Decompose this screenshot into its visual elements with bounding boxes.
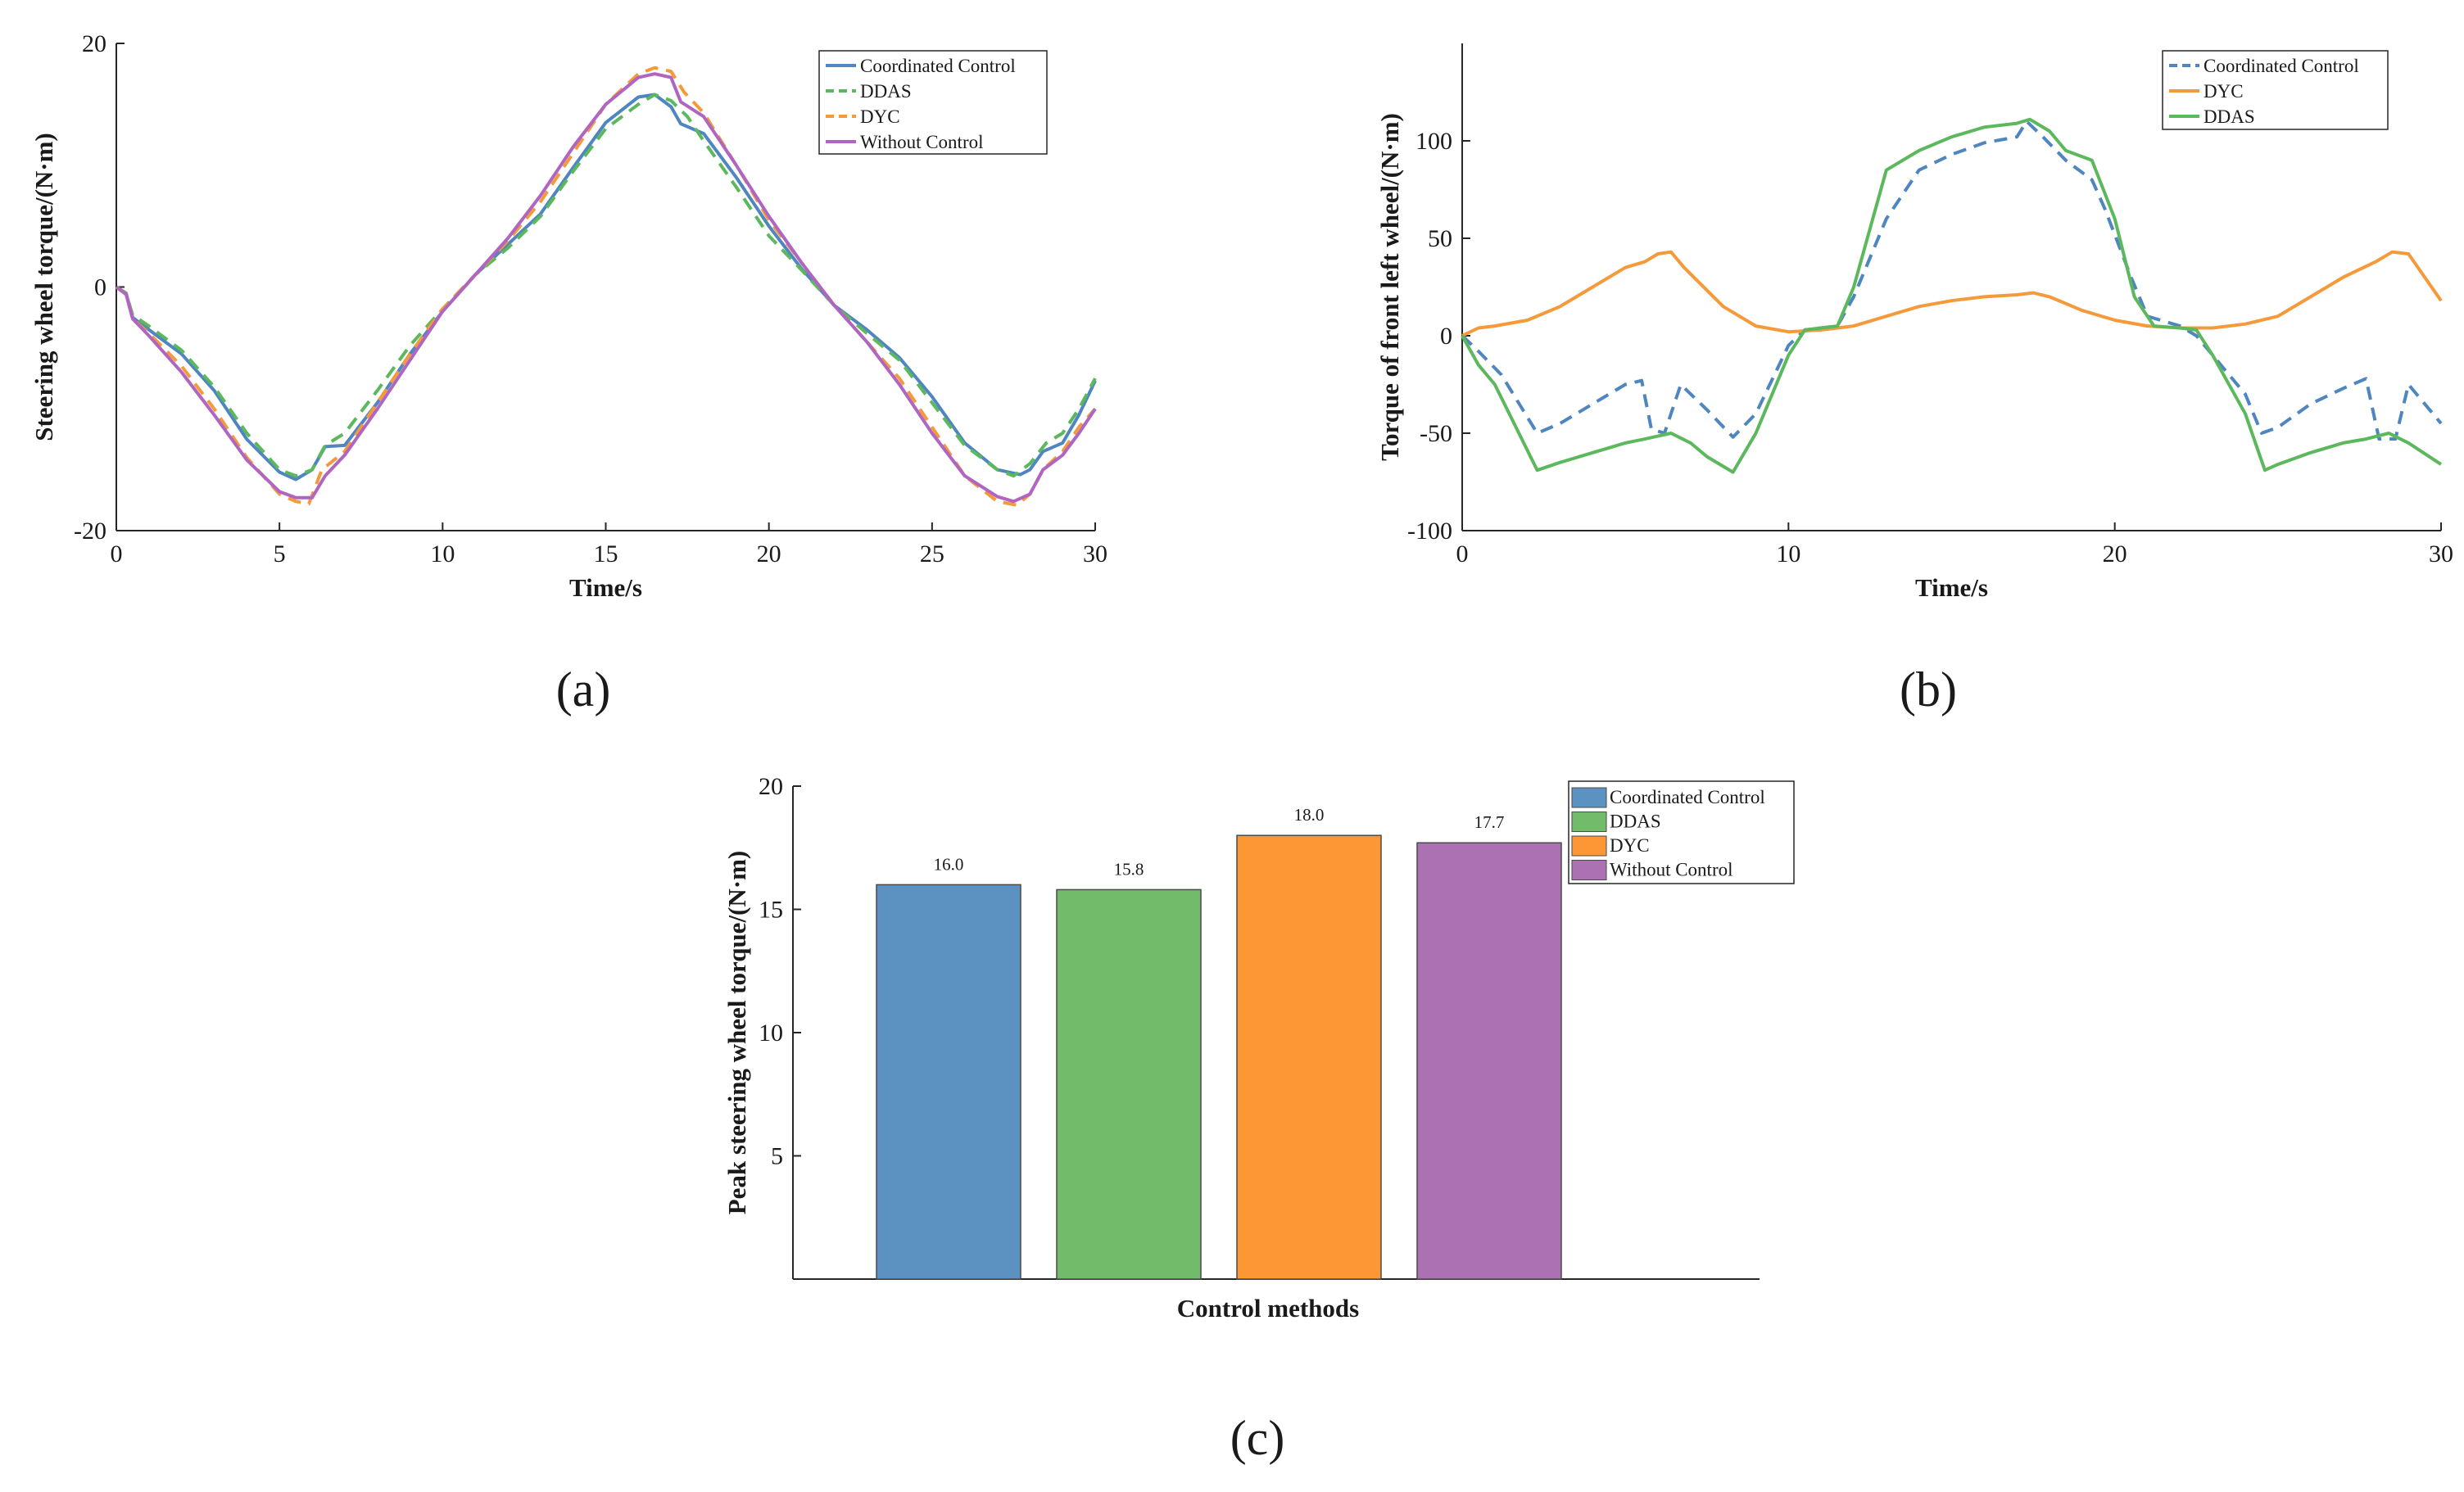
y-tick-label: 20 [82,30,106,57]
y-tick-label: 0 [1440,323,1452,350]
x-tick-label: 15 [594,540,618,567]
chart-b: 0 10 20 30 -100 -50 0 50 100 Time/s Torque of fron… [1375,43,2453,717]
y-tick-label: 5 [771,1143,783,1170]
series-line-coordinated-control [1461,120,2443,441]
y-axis-label: Torque of front left wheel/(N·m) [1375,113,1404,461]
legend-label: DYC [2204,81,2244,102]
x-tick-label: 20 [2103,540,2127,567]
series-line-ddas [1461,117,2443,474]
x-tick-label: 5 [274,540,286,567]
bar-value-label: 18.0 [1294,805,1325,825]
bar-ddas [1056,888,1202,1280]
x-axis-label: Time/s [569,573,642,602]
x-axis-label: Control methods [1177,1294,1359,1322]
legend-swatch [1571,812,1607,832]
legend-label: Coordinated Control [860,56,1016,76]
bar-value-label: 16.0 [934,854,964,874]
legend-label: Coordinated Control [1610,787,1765,807]
y-tick-label: -20 [74,518,106,545]
legend-label: DDAS [860,81,912,102]
x-tick-label: 10 [430,540,455,567]
x-tick-label: 0 [111,540,123,567]
legend: Coordinated Control DDAS DYC Without Contro… [1568,780,1795,884]
x-tick-label: 25 [920,540,944,567]
bar-coordinated-control [876,884,1021,1280]
series-line-dyc [1461,250,2443,337]
panel-caption: (b) [1900,662,1957,717]
legend-box [818,50,1048,155]
chart-c: 5 10 15 20 16.0 15.8 18.0 17.7 Control methods Pe… [722,773,1795,1465]
y-tick-label: 20 [759,773,783,800]
y-tick-label: 10 [759,1020,783,1047]
legend-box [2162,50,2389,130]
legend-label: DYC [1610,835,1650,856]
x-tick-label: 0 [1456,540,1469,567]
bar-value-label: 15.8 [1114,859,1144,879]
legend-swatch [1571,787,1607,808]
x-tick-label: 30 [2429,540,2453,567]
legend-label: Without Control [860,132,984,152]
y-tick-label: 100 [1415,128,1452,155]
bar-value-label: 17.7 [1474,812,1505,832]
x-axis-label: Time/s [1915,573,1988,602]
legend-label: Coordinated Control [2204,56,2359,76]
bar-without-control [1416,842,1562,1280]
series-line-without-control [115,72,1097,504]
x-tick-label: 20 [757,540,781,567]
y-axis-label: Steering wheel torque/(N·m) [29,133,58,441]
legend-swatch [1571,835,1607,857]
series-line-ddas [115,93,1097,478]
x-tick-label: 10 [1776,540,1800,567]
legend-label: DDAS [2204,106,2255,127]
legend: Coordinated Control DDAS DYC Without Contro… [818,50,1048,155]
legend-label: Without Control [1610,860,1733,880]
legend-label: DYC [860,106,900,127]
y-tick-label: 15 [759,897,783,924]
x-tick-label: 30 [1083,540,1107,567]
y-tick-label: 50 [1428,225,1452,252]
y-tick-label: -100 [1407,518,1452,545]
panel-caption: (a) [556,662,611,717]
y-axis-label: Peak steering wheel torque/(N·m) [722,851,751,1215]
panel-caption: (c) [1230,1411,1285,1465]
legend-swatch [1571,860,1607,880]
y-tick-label: -50 [1420,420,1452,447]
y-tick-label: 0 [94,274,106,301]
legend-label: DDAS [1610,812,1661,832]
legend: Coordinated Control DYC DDAS [2162,50,2389,130]
bar-dyc [1236,834,1382,1280]
